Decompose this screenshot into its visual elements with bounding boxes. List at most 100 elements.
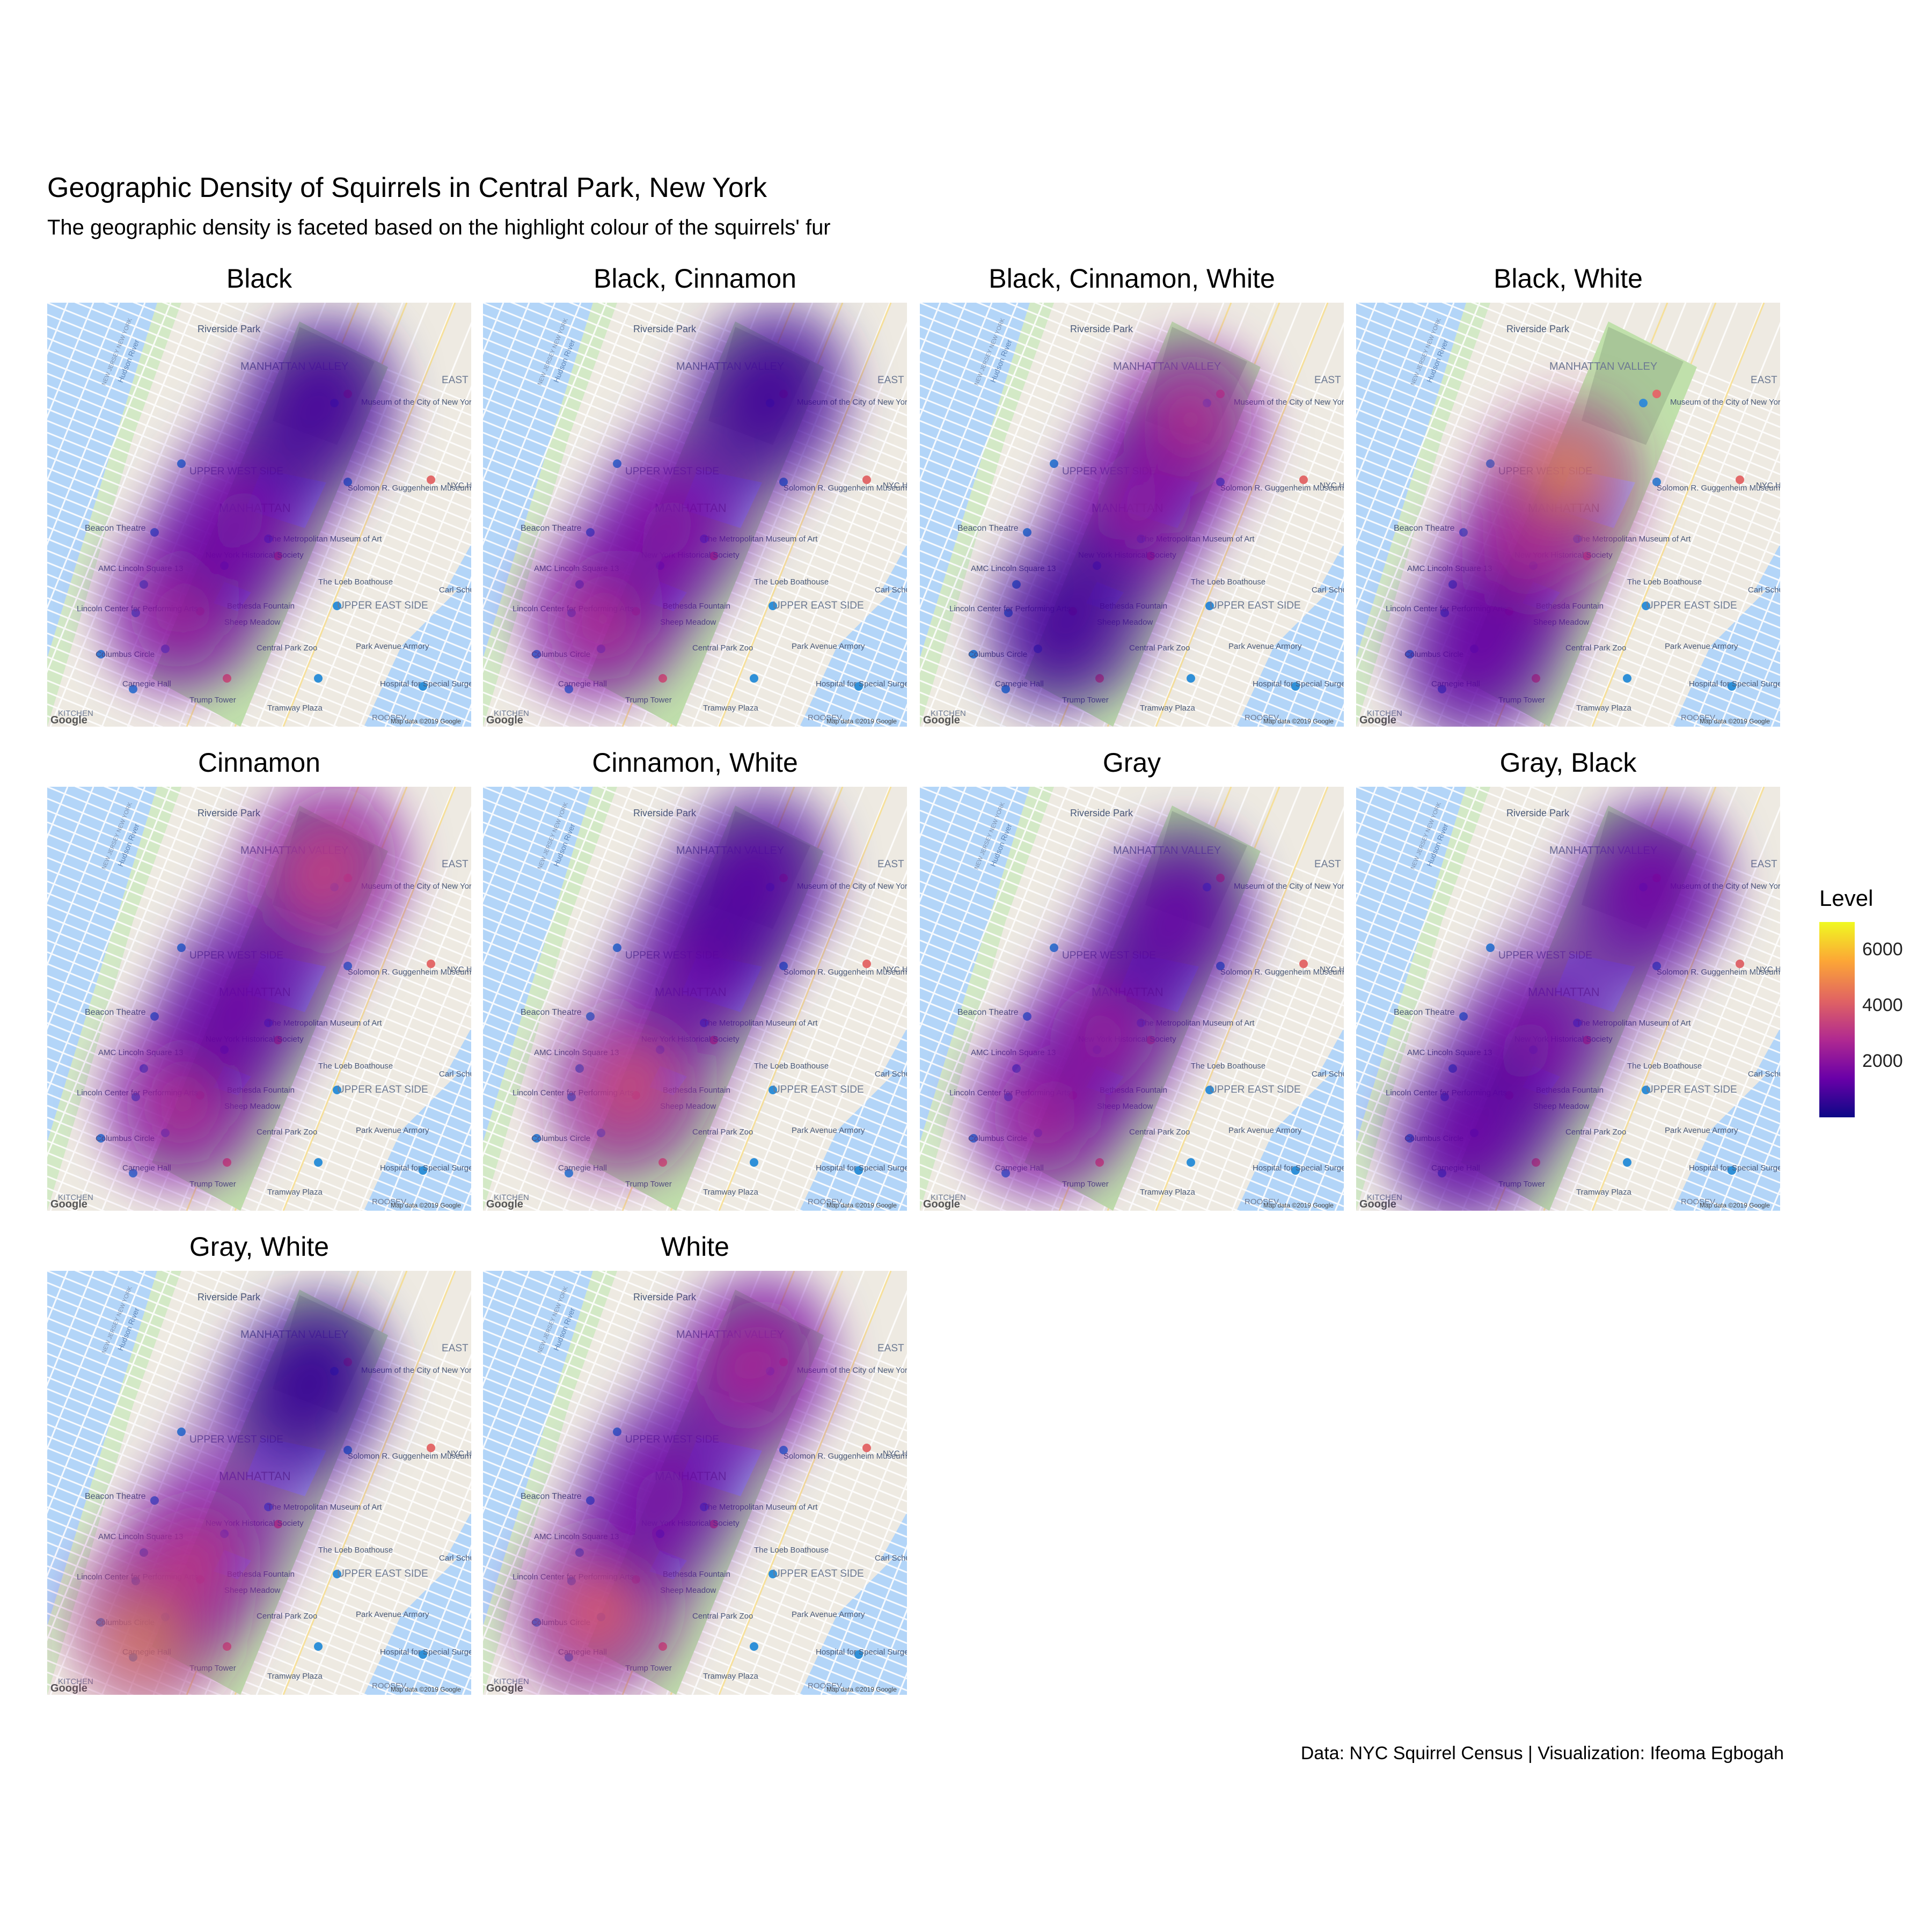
map-attribution: Map data ©2019 Google: [826, 1202, 897, 1209]
google-logo: Google: [923, 1198, 960, 1210]
density-hotspot-core: [1454, 620, 1505, 683]
facet-strip-label: White: [661, 1232, 729, 1262]
google-logo: Google: [486, 714, 523, 726]
map-pin-icon: [862, 960, 871, 968]
map-label: Park Avenue Armory: [356, 1126, 429, 1135]
map-label: EAST HA: [442, 1343, 471, 1354]
map-pin-icon: [532, 1134, 541, 1143]
map-label: Park Avenue Armory: [792, 642, 865, 651]
map-label: Hospital for Special Surgery Main Hospit…: [1253, 1163, 1344, 1173]
map-label: EAST HA: [877, 859, 907, 870]
map-label: NYC Health Hospitals: [1756, 965, 1780, 974]
map-label: UPPER EAST SIDE: [773, 600, 864, 611]
map-label: NYC Health Hospitals: [883, 965, 907, 974]
map-label: Beacon Theatre: [85, 1008, 146, 1017]
map-pin-icon: [333, 1570, 341, 1578]
legend-colorbar: [1819, 922, 1855, 1117]
map-attribution: Map data ©2019 Google: [391, 1686, 461, 1693]
map-label: Riverside Park: [633, 1292, 697, 1302]
legend-title: Level: [1819, 885, 1874, 911]
map-label: KITCHEN: [1367, 1193, 1402, 1202]
density-layer: [97, 787, 414, 1197]
map-label: Park Avenue Armory: [1228, 642, 1302, 651]
density-hotspot-core: [1623, 859, 1675, 921]
map-label: NYC Health Hospitals: [883, 1449, 907, 1458]
map-label: ROOSEV: [372, 1681, 406, 1690]
hudson-river: [1356, 303, 1466, 658]
map-label: Beacon Theatre: [957, 1008, 1019, 1017]
map-pin-icon: [862, 1444, 871, 1452]
map-label: The Loeb Boathouse: [318, 1062, 393, 1071]
hudson-river: [47, 303, 157, 658]
map-pin-icon: [1652, 478, 1661, 486]
density-hotspot-core: [214, 972, 266, 1035]
density-hotspot-core: [291, 375, 343, 437]
facet-strip-label: Gray, Black: [1499, 748, 1637, 778]
map-label: Tramway Plaza: [1140, 1188, 1195, 1197]
map-label: Park Avenue Armory: [792, 1610, 865, 1619]
map-pin-icon: [97, 650, 105, 658]
map-attribution: Map data ©2019 Google: [1700, 718, 1770, 725]
map-label: NYC Health Hospitals: [447, 1449, 471, 1458]
map-label: Carl Schurz Park: [875, 1070, 907, 1079]
google-logo: Google: [50, 714, 87, 726]
facet-strip-label: Cinnamon, White: [592, 748, 798, 778]
density-layer: [540, 787, 841, 1187]
map-label: ROOSEV: [1681, 1197, 1715, 1206]
map-pin-icon: [419, 1650, 427, 1659]
map-label: Tramway Plaza: [267, 1188, 323, 1197]
map-label: Central Park Zoo: [1129, 1128, 1190, 1137]
map-label: Riverside Park: [1070, 324, 1133, 334]
map-label: The Loeb Boathouse: [318, 577, 393, 587]
map-pin-icon: [333, 602, 341, 610]
density-layer: [510, 1271, 841, 1695]
map-label: UPPER EAST SIDE: [773, 1084, 864, 1095]
map-pin-icon: [854, 1166, 863, 1175]
east-river-inlet: [444, 544, 471, 592]
map-label: Park Avenue Armory: [1665, 642, 1738, 651]
map-pin-icon: [1050, 459, 1058, 468]
map-pin-icon: [1623, 1158, 1631, 1167]
map-label: Riverside Park: [1070, 808, 1133, 818]
map-label: NYC Health Hospitals: [883, 481, 907, 490]
map-label: KITCHEN: [494, 709, 529, 718]
density-hotspot-core: [727, 850, 779, 912]
east-river-inlet: [1753, 1028, 1780, 1077]
facet-strip-label: Black, White: [1494, 264, 1643, 294]
density-hotspot-core: [727, 1334, 779, 1396]
map-label: Hospital for Special Surgery Main Hospit…: [380, 1648, 471, 1657]
density-hotspot-core: [168, 1532, 219, 1594]
density-layer: [67, 1285, 398, 1695]
hudson-river: [1356, 787, 1466, 1142]
map-label: KITCHEN: [494, 1193, 529, 1202]
hudson-river: [483, 1271, 593, 1626]
map-label: NYC Health Hospitals: [447, 481, 471, 490]
map-label: Solomon R. Guggenheim Museum: [348, 1452, 471, 1461]
map-label: KITCHEN: [58, 709, 93, 718]
map-label: NYC Health Hospitals: [1320, 965, 1344, 974]
map-pin-icon: [1187, 674, 1195, 683]
google-logo: Google: [486, 1198, 523, 1210]
east-river-inlet: [444, 1028, 471, 1077]
map-pin-icon: [314, 674, 323, 683]
facet-strip-label: Cinnamon: [198, 748, 320, 778]
map-attribution: Map data ©2019 Google: [826, 718, 897, 725]
map-attribution: Map data ©2019 Google: [826, 1686, 897, 1693]
density-hotspot-core: [1079, 1000, 1131, 1063]
east-river-inlet: [880, 1028, 907, 1077]
map-pin-icon: [1639, 399, 1648, 407]
map-label: UPPER EAST SIDE: [1646, 1084, 1737, 1095]
map-label: Park Avenue Armory: [1228, 1126, 1302, 1135]
map-label: Park Avenue Armory: [792, 1126, 865, 1135]
map-pin-icon: [419, 682, 427, 691]
map-label: The Loeb Boathouse: [754, 577, 829, 587]
map-attribution: Map data ©2019 Google: [1263, 718, 1334, 725]
density-hotspot-core: [283, 1352, 335, 1415]
map-label: Hospital for Special Surgery Main Hospit…: [1253, 679, 1344, 689]
